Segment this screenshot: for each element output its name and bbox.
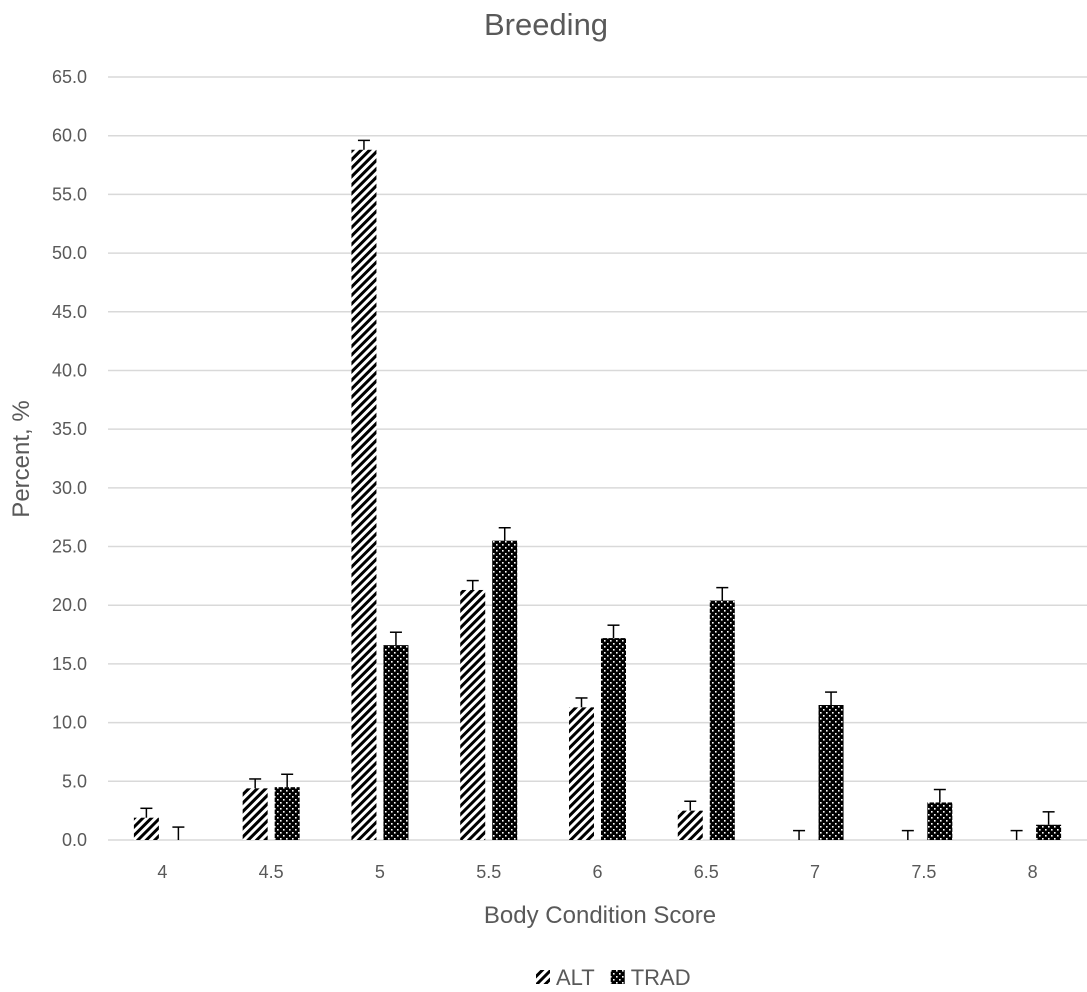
error-bar-trad [498,527,511,541]
y-tick-label: 30.0 [52,478,87,498]
x-tick-label: 5 [375,862,385,882]
bar-trad [1036,824,1062,840]
x-tick-label: 4 [157,862,167,882]
y-tick-label: 5.0 [62,771,87,791]
y-tick-label: 45.0 [52,302,87,322]
bar-alt [460,589,486,840]
y-tick-label: 50.0 [52,243,87,263]
bar-alt [242,788,268,840]
error-bar-trad [1042,811,1055,825]
y-tick-label: 60.0 [52,126,87,146]
y-tick-label: 10.0 [52,713,87,733]
gridlines [108,76,1087,841]
y-tick-label: 65.0 [52,67,87,87]
error-bar-alt [575,697,588,708]
error-bar-trad [281,773,294,788]
error-bar-trad [607,624,620,639]
x-tick-labels: 4 4.5 5 5.5 6 6.5 7 7.5 8 [157,862,1037,882]
y-tick-label: 20.0 [52,595,87,615]
y-axis-title: Percent, % [8,400,35,517]
legend-label-trad: TRAD [631,965,691,990]
error-bar-trad [389,631,402,646]
x-tick-label: 7.5 [911,862,936,882]
bars [133,149,1062,841]
y-tick-label: 0.0 [62,830,87,850]
chart-title: Breeding [484,7,608,42]
legend-item-trad: TRAD [610,965,691,990]
bar-alt [677,810,703,840]
error-bar-trad [825,691,838,706]
error-bar-alt [249,778,262,789]
y-tick-label: 40.0 [52,360,87,380]
y-tick-label: 55.0 [52,184,87,204]
legend: ALT TRAD [536,965,691,990]
error-bar-alt [901,829,914,840]
error-bar-alt [357,139,370,150]
x-tick-label: 5.5 [476,862,501,882]
legend-swatch-trad [610,970,625,984]
y-tick-label: 25.0 [52,537,87,557]
error-bar-alt [140,807,153,818]
error-bar-alt [466,579,479,590]
bar-alt [569,707,594,840]
error-bar-trad [172,826,185,840]
x-axis-title: Body Condition Score [484,902,716,929]
error-bar-alt [793,829,806,840]
bar-trad [601,638,626,840]
bar-trad [818,705,844,840]
x-tick-label: 8 [1028,862,1038,882]
legend-item-alt: ALT [536,965,595,990]
y-tick-label: 15.0 [52,654,87,674]
bar-trad [274,787,300,840]
bar-trad [383,645,409,840]
x-tick-label: 7 [810,862,820,882]
error-bar-trad [716,586,729,601]
bar-trad [492,540,518,840]
error-bar-trad [933,788,946,803]
x-tick-label: 6.5 [694,862,719,882]
y-tick-label: 35.0 [52,419,87,439]
bar-trad [927,802,953,840]
y-tick-labels: 0.0 5.0 10.0 15.0 20.0 25.0 30.0 35.0 40.0 45.0 50… [52,67,87,850]
error-bars [140,139,1055,840]
legend-swatch-alt [536,970,550,984]
bar-alt [351,149,377,841]
error-bar-alt [684,800,697,811]
bar-trad [709,600,735,840]
x-tick-label: 4.5 [259,862,284,882]
legend-label-alt: ALT [556,965,595,990]
error-bar-alt [1010,829,1023,840]
bar-alt [133,817,159,840]
x-tick-label: 6 [592,862,602,882]
